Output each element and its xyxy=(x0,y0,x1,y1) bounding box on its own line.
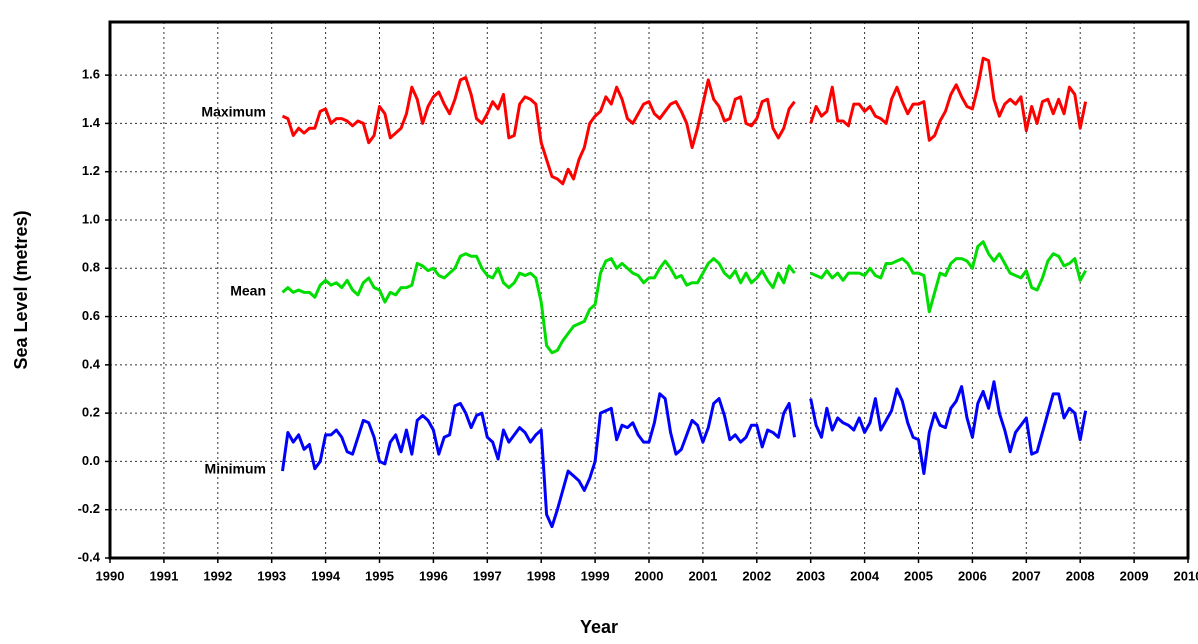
y-tick-label: 0.0 xyxy=(82,453,100,468)
x-tick-label: 2008 xyxy=(1066,568,1095,583)
y-tick-label: -0.4 xyxy=(78,549,101,564)
x-tick-label: 1995 xyxy=(365,568,394,583)
annotation: Maximum xyxy=(201,104,266,120)
y-tick-label: 0.4 xyxy=(82,356,101,371)
y-tick-label: 1.2 xyxy=(82,163,100,178)
x-tick-label: 2009 xyxy=(1120,568,1149,583)
line-series xyxy=(280,380,1088,529)
x-tick-label: 1993 xyxy=(257,568,286,583)
x-tick-label: 1994 xyxy=(311,568,341,583)
x-tick-label: 1990 xyxy=(96,568,125,583)
plot-border xyxy=(108,20,1190,560)
y-axis-label: Sea Level (metres) xyxy=(11,210,31,369)
y-tick-label: 0.8 xyxy=(82,260,100,275)
x-tick-label: 2002 xyxy=(742,568,771,583)
x-tick-label: 2000 xyxy=(635,568,664,583)
y-tick-label: 1.4 xyxy=(82,115,101,130)
x-tick-label: 1996 xyxy=(419,568,448,583)
y-tick-label: 0.6 xyxy=(82,308,100,323)
x-tick-label: 2006 xyxy=(958,568,987,583)
line-series xyxy=(281,56,1088,186)
x-tick-label: 2010 xyxy=(1174,568,1198,583)
y-tick-label: 0.2 xyxy=(82,405,100,420)
x-tick-label: 2004 xyxy=(850,568,880,583)
x-tick-label: 2005 xyxy=(904,568,933,583)
x-tick-label: 1992 xyxy=(203,568,232,583)
y-tick-label: -0.2 xyxy=(78,501,100,516)
x-tick-label: 2001 xyxy=(688,568,717,583)
x-tick-label: 1991 xyxy=(149,568,178,583)
x-tick-label: 2007 xyxy=(1012,568,1041,583)
x-axis-label: Year xyxy=(580,617,618,637)
y-tick-label: 1.6 xyxy=(82,67,100,82)
annotation: Minimum xyxy=(205,461,266,477)
x-tick-label: 1999 xyxy=(581,568,610,583)
y-tick-label: 1.0 xyxy=(82,211,100,226)
annotation: Mean xyxy=(230,283,266,299)
line-series xyxy=(281,240,1087,355)
x-tick-label: 2003 xyxy=(796,568,825,583)
x-tick-label: 1998 xyxy=(527,568,556,583)
x-tick-label: 1997 xyxy=(473,568,502,583)
